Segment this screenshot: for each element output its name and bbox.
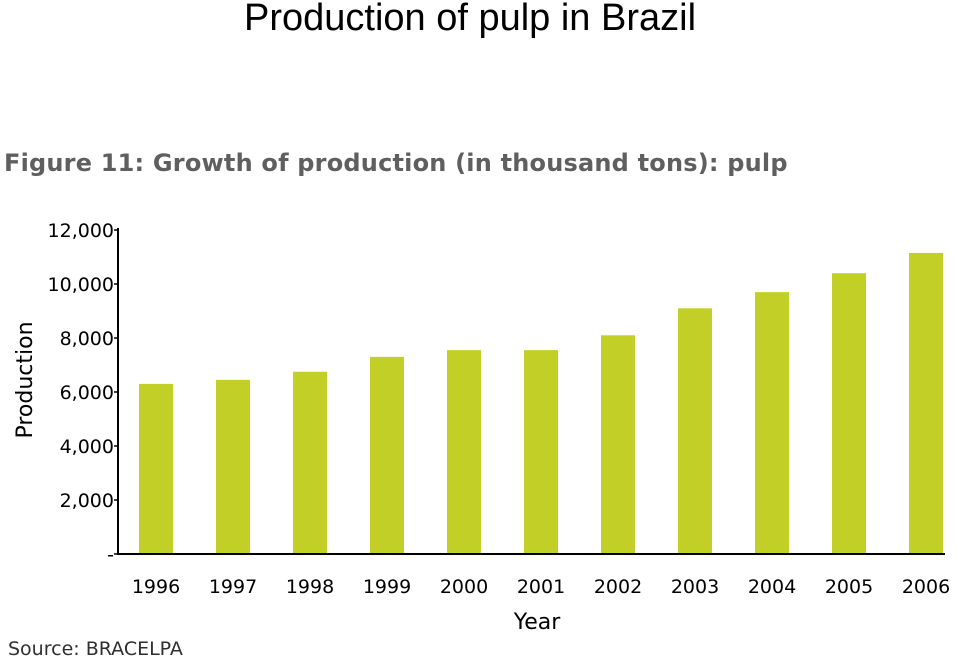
x-tick-label: 2001 <box>517 576 565 598</box>
x-tick-label: 2004 <box>748 576 796 598</box>
y-tick-label: 12,000 <box>48 220 114 242</box>
bar-1997 <box>216 379 250 554</box>
bar-1996 <box>139 383 173 554</box>
bar-2003 <box>678 308 712 554</box>
x-tick-label: 1999 <box>363 576 411 598</box>
y-tick-label: 6,000 <box>60 382 114 404</box>
source-note: Source: BRACELPA <box>8 638 183 660</box>
bar-2002 <box>601 335 635 554</box>
x-tick-label: 2005 <box>825 576 873 598</box>
bar-2004 <box>755 292 789 554</box>
bar-2005 <box>832 273 866 554</box>
x-tick-label: 2002 <box>594 576 642 598</box>
bar-1998 <box>293 371 327 554</box>
y-tick-label: 10,000 <box>48 274 114 296</box>
figure-heading: Figure 11: Growth of production (in thou… <box>4 149 788 177</box>
x-axis-ticks: 1996 1997 1998 1999 2000 2001 2002 2003 2004 2005… <box>132 576 950 598</box>
y-tick-label: 8,000 <box>60 328 114 350</box>
y-tick-label: 2,000 <box>60 490 114 512</box>
y-tick-label: 4,000 <box>60 436 114 458</box>
x-tick-label: 2000 <box>440 576 488 598</box>
bar-2000 <box>447 350 481 554</box>
x-tick-label: 2003 <box>671 576 719 598</box>
y-axis-title: Production <box>13 321 38 438</box>
bar-2006 <box>909 252 943 554</box>
bar-1999 <box>370 356 404 554</box>
bar-2001 <box>524 350 558 554</box>
slide-title: Production of pulp in Brazil <box>243 0 697 39</box>
x-tick-label: 2006 <box>902 576 950 598</box>
x-axis-title: Year <box>513 610 562 635</box>
x-tick-label: 1998 <box>286 576 334 598</box>
y-axis-ticks: - 2,000 4,000 6,000 8,000 10,000 12,000 <box>48 220 118 566</box>
bars <box>139 252 943 554</box>
y-tick-label: - <box>107 544 114 566</box>
x-tick-label: 1996 <box>132 576 180 598</box>
x-tick-label: 1997 <box>209 576 257 598</box>
